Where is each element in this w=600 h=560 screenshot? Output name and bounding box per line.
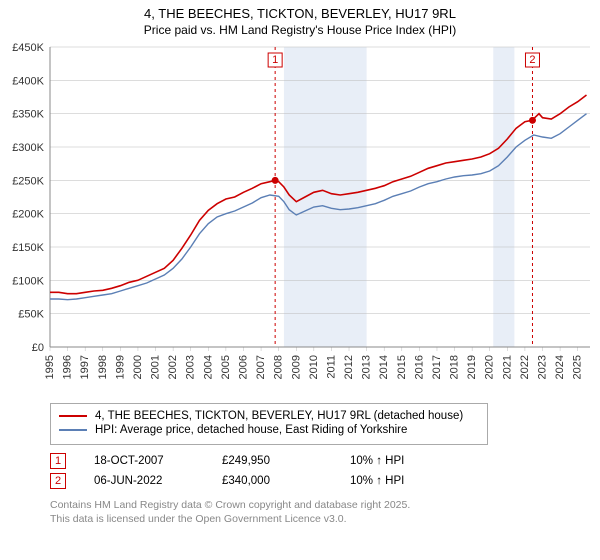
svg-text:2005: 2005 — [220, 355, 232, 379]
marker-badge: 2 — [50, 473, 66, 489]
svg-text:2001: 2001 — [150, 355, 162, 379]
svg-text:2015: 2015 — [396, 355, 408, 379]
marker-row: 2 06-JUN-2022 £340,000 10% ↑ HPI — [50, 473, 600, 489]
svg-text:2: 2 — [529, 54, 535, 66]
title-line-2: Price paid vs. HM Land Registry's House … — [0, 23, 600, 37]
svg-text:1995: 1995 — [44, 355, 56, 379]
svg-text:2010: 2010 — [308, 355, 320, 379]
legend-label: 4, THE BEECHES, TICKTON, BEVERLEY, HU17 … — [95, 410, 463, 422]
svg-text:2013: 2013 — [361, 355, 373, 379]
marker-price: £249,950 — [222, 455, 322, 467]
svg-text:2018: 2018 — [449, 355, 461, 379]
svg-text:2022: 2022 — [519, 355, 531, 379]
legend-item: HPI: Average price, detached house, East… — [59, 424, 479, 436]
marker-badge: 1 — [50, 453, 66, 469]
svg-text:2009: 2009 — [290, 355, 302, 379]
svg-text:£100K: £100K — [12, 275, 44, 287]
svg-text:£0: £0 — [32, 342, 44, 354]
svg-text:2012: 2012 — [343, 355, 355, 379]
legend-swatch — [59, 415, 87, 417]
svg-text:£450K: £450K — [12, 42, 44, 54]
svg-text:2023: 2023 — [537, 355, 549, 379]
footer-line: This data is licensed under the Open Gov… — [50, 513, 600, 527]
svg-text:2007: 2007 — [255, 355, 267, 379]
marker-delta: 10% ↑ HPI — [350, 455, 450, 467]
svg-text:2021: 2021 — [501, 355, 513, 379]
price-chart: £0 £50K £100K £150K £200K £250K £300K £350K £400… — [0, 37, 600, 397]
svg-text:£200K: £200K — [12, 209, 44, 221]
svg-text:£250K: £250K — [12, 175, 44, 187]
svg-text:2017: 2017 — [431, 355, 443, 379]
svg-text:2016: 2016 — [413, 355, 425, 379]
svg-text:2008: 2008 — [273, 355, 285, 379]
svg-text:1997: 1997 — [79, 355, 91, 379]
marker-date: 18-OCT-2007 — [94, 455, 194, 467]
svg-text:£350K: £350K — [12, 109, 44, 121]
marker-row: 1 18-OCT-2007 £249,950 10% ↑ HPI — [50, 453, 600, 469]
marker-delta: 10% ↑ HPI — [350, 475, 450, 487]
svg-text:£300K: £300K — [12, 142, 44, 154]
marker-price: £340,000 — [222, 475, 322, 487]
svg-text:2000: 2000 — [132, 355, 144, 379]
svg-text:2014: 2014 — [378, 355, 390, 379]
svg-text:1: 1 — [272, 54, 278, 66]
footer-line: Contains HM Land Registry data © Crown c… — [50, 499, 600, 513]
footer: Contains HM Land Registry data © Crown c… — [50, 499, 600, 534]
svg-text:£400K: £400K — [12, 75, 44, 87]
title-line-1: 4, THE BEECHES, TICKTON, BEVERLEY, HU17 … — [0, 6, 600, 21]
svg-text:2024: 2024 — [554, 355, 566, 379]
svg-text:2003: 2003 — [185, 355, 197, 379]
svg-text:1998: 1998 — [97, 355, 109, 379]
svg-text:1999: 1999 — [114, 355, 126, 379]
svg-text:2020: 2020 — [484, 355, 496, 379]
svg-text:2019: 2019 — [466, 355, 478, 379]
legend: 4, THE BEECHES, TICKTON, BEVERLEY, HU17 … — [50, 403, 488, 445]
marker-table: 1 18-OCT-2007 £249,950 10% ↑ HPI 2 06-JU… — [50, 453, 600, 489]
marker-date: 06-JUN-2022 — [94, 475, 194, 487]
svg-text:£50K: £50K — [18, 309, 44, 321]
svg-text:2004: 2004 — [202, 355, 214, 379]
legend-item: 4, THE BEECHES, TICKTON, BEVERLEY, HU17 … — [59, 410, 479, 422]
svg-text:£150K: £150K — [12, 242, 44, 254]
svg-text:2025: 2025 — [572, 355, 584, 379]
svg-text:1996: 1996 — [62, 355, 74, 379]
svg-text:2002: 2002 — [167, 355, 179, 379]
svg-text:2011: 2011 — [325, 355, 337, 379]
legend-label: HPI: Average price, detached house, East… — [95, 424, 407, 436]
svg-text:2006: 2006 — [237, 355, 249, 379]
legend-swatch — [59, 429, 87, 431]
